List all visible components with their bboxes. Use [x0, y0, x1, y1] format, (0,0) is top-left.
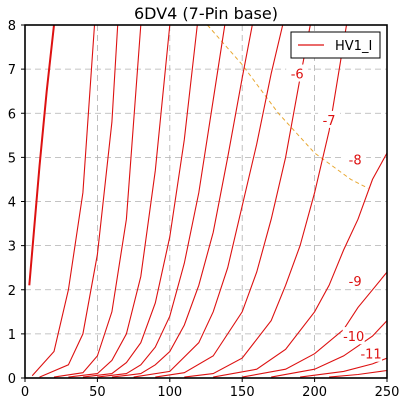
legend-label: HV1_I [335, 39, 372, 54]
plate-curve [329, 369, 388, 378]
y-tick-label: 5 [8, 151, 16, 166]
plate-curve [82, 24, 198, 378]
curve-label-background [344, 271, 367, 289]
y-tick-label: 8 [8, 19, 16, 34]
curve-label-background [286, 64, 309, 82]
curve-label: -9 [349, 275, 362, 290]
plate-curve [39, 24, 119, 378]
plate-curve [213, 152, 388, 378]
x-tick-label: 250 [375, 385, 400, 400]
plate-curve [271, 320, 388, 378]
curve-label: -10 [343, 330, 364, 345]
curve-label: -6 [291, 68, 304, 83]
x-tick-label: 150 [230, 385, 255, 400]
curve-label-background [344, 150, 367, 168]
load-line [207, 24, 369, 189]
legend: HV1_I [290, 31, 381, 59]
plate-curve [133, 24, 284, 378]
y-tick-label: 0 [8, 372, 16, 387]
plate-curve [111, 24, 253, 378]
axis-ticks: 0 50 100 150 200 250 0 1 2 3 4 5 6 7 8 [8, 19, 400, 400]
curve-label: -7 [323, 114, 336, 129]
y-tick-label: 3 [8, 240, 16, 255]
plate-curve [184, 24, 348, 378]
y-tick-label: 1 [8, 328, 16, 343]
x-tick-label: 0 [21, 385, 29, 400]
plate-curve [68, 24, 171, 378]
plate-curve [155, 24, 311, 378]
plate-curve [31, 24, 96, 377]
plate-curve [28, 24, 55, 286]
curve-label-background [342, 327, 365, 345]
curve-label-background [360, 344, 383, 362]
x-tick-label: 50 [89, 385, 106, 400]
x-tick-label: 200 [302, 385, 327, 400]
curve-label-background [318, 110, 341, 128]
load-line-path [207, 24, 369, 189]
y-tick-label: 7 [8, 63, 16, 78]
curve-label: -11 [360, 348, 381, 363]
chart-title: 6DV4 (7-Pin base) [134, 4, 278, 23]
plate-curve [97, 24, 226, 378]
curve-label: -8 [349, 154, 362, 169]
x-tick-label: 100 [157, 385, 182, 400]
curve-labels: -6 -7 -8 -9 -10 -11 [286, 64, 383, 363]
y-tick-label: 2 [8, 284, 16, 299]
plate-curve [53, 24, 142, 378]
y-tick-label: 4 [8, 196, 16, 211]
y-tick-label: 6 [8, 107, 16, 122]
